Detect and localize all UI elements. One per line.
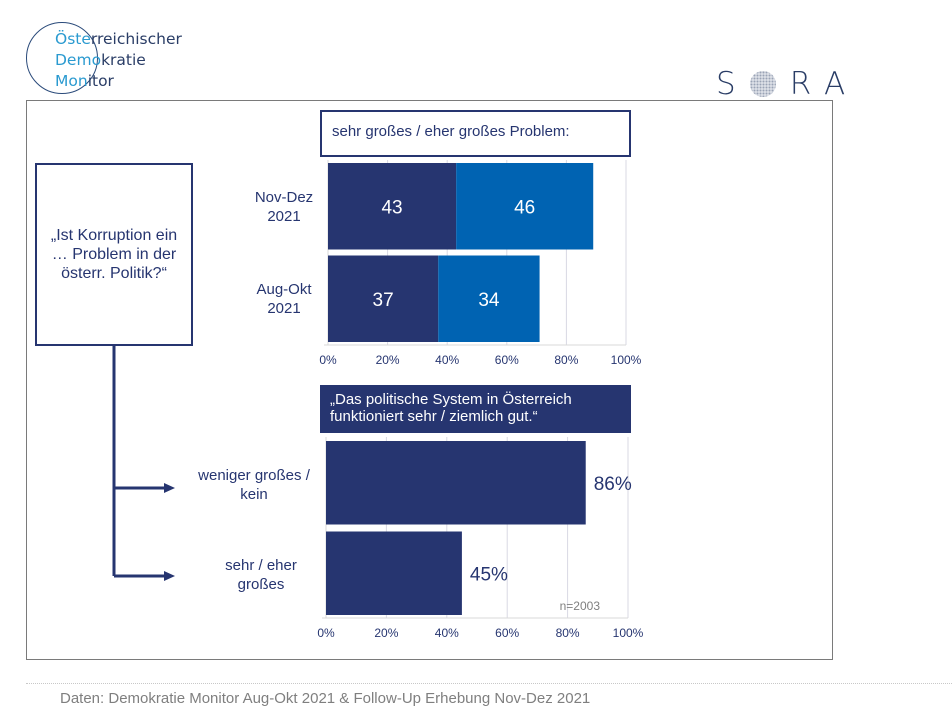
label-line: sehr / eher <box>225 557 297 574</box>
footer-source: Daten: Demokratie Monitor Aug-Okt 2021 &… <box>60 690 591 707</box>
logo-line-3: Monitor <box>55 71 114 91</box>
question-box: „Ist Korruption ein … Problem in der öst… <box>35 163 193 346</box>
logo-text: Demo <box>55 51 102 69</box>
x-tick-label: 100% <box>611 353 642 367</box>
chart2-bar: 0% 20% 40% 60% 80% 100% 86% 45% n=2003 <box>317 437 644 640</box>
logo-text: Öste <box>55 30 91 48</box>
chart1-category-label: Nov-Dez 2021 <box>236 188 332 226</box>
content-frame <box>26 100 833 660</box>
label-line: kein <box>240 486 268 503</box>
x-tick-label: 80% <box>554 353 578 367</box>
demokratie-monitor-logo: Österreichischer Demokratie Monitor <box>0 0 200 100</box>
label-line: Aug-Okt <box>256 281 312 298</box>
arrow-icon <box>164 571 175 581</box>
logo-line-1: Österreichischer <box>55 29 182 49</box>
x-tick-label: 80% <box>556 626 580 640</box>
chart1-category-label: Aug-Okt 2021 <box>236 280 332 318</box>
logo-text: rreichischer <box>90 30 182 48</box>
logo-line-2: Demokratie <box>55 50 146 70</box>
x-tick-label: 100% <box>613 626 644 640</box>
label-line: 2021 <box>267 208 301 225</box>
footer-divider <box>26 683 952 684</box>
x-tick-label: 60% <box>495 626 519 640</box>
bar-value-label: 86% <box>594 474 632 495</box>
bar <box>326 531 462 615</box>
chart2-title: „Das politische System in Österreich fun… <box>320 385 631 433</box>
x-tick-label: 20% <box>374 626 398 640</box>
chart2-category-label: sehr / eher großes <box>200 556 322 594</box>
connector-lines <box>112 345 175 581</box>
x-tick-label: 40% <box>435 626 459 640</box>
bar <box>326 441 586 525</box>
bar-value-label: 43 <box>381 197 402 218</box>
bar-value-label: 46 <box>514 197 535 218</box>
x-tick-label: 60% <box>495 353 519 367</box>
bar-value-label: 34 <box>478 290 500 311</box>
logo-text: itor <box>87 72 114 90</box>
x-tick-label: 0% <box>319 353 337 367</box>
sora-letter: S <box>716 66 750 102</box>
label-line: weniger großes / <box>198 467 310 484</box>
label-line: großes <box>237 576 285 593</box>
logo-circle <box>26 22 98 94</box>
sora-dot-icon <box>749 71 776 97</box>
bar-value-label: 37 <box>373 290 394 311</box>
chart1-title-text: sehr großes / eher großes Problem: <box>332 123 570 140</box>
chart2-title-text: „Das politische System in Österreich fun… <box>330 391 572 425</box>
x-tick-label: 0% <box>317 626 335 640</box>
bar-segment <box>328 255 439 342</box>
bar-segment <box>328 163 457 250</box>
sora-letters: RA <box>789 66 860 102</box>
x-tick-label: 20% <box>376 353 400 367</box>
bar-segment <box>456 163 594 250</box>
bar-value-label: 45% <box>470 564 508 585</box>
chart2-category-label: weniger großes / kein <box>186 466 322 504</box>
sample-size-annotation: n=2003 <box>560 599 601 613</box>
x-tick-label: 40% <box>435 353 459 367</box>
logo-text: Mon <box>55 72 88 90</box>
label-line: 2021 <box>267 300 301 317</box>
chart1-title: sehr großes / eher großes Problem: <box>320 110 631 157</box>
chart1-stacked-bar: 0% 20% 40% 60% 80% 100% 43 46 37 34 <box>319 160 642 367</box>
question-text: „Ist Korruption ein … Problem in der öst… <box>50 227 178 282</box>
label-line: Nov-Dez <box>254 189 314 206</box>
logo-text: kratie <box>101 51 146 69</box>
arrow-icon <box>164 483 175 493</box>
sora-logo: S RA <box>716 66 859 102</box>
bar-segment <box>438 255 540 342</box>
